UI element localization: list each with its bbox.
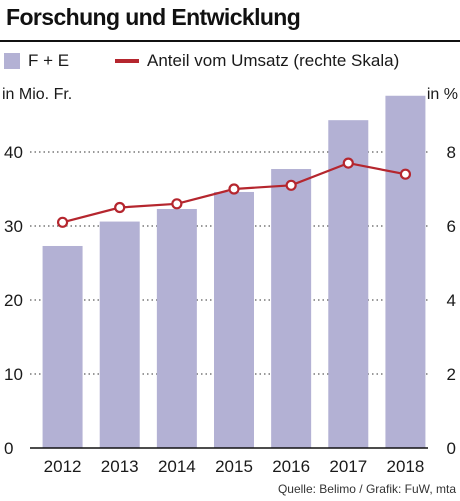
x-tick-label: 2015 — [215, 457, 253, 476]
bar — [214, 191, 254, 448]
y-right-tick-label: 6 — [447, 217, 456, 236]
line-point — [399, 168, 412, 180]
title-rule — [0, 40, 460, 42]
right-axis-unit: in % — [426, 86, 458, 103]
y-left-tick-label: 30 — [4, 217, 23, 236]
y-right-tick-label: 2 — [447, 365, 456, 384]
y-right-tick-label: 0 — [447, 439, 456, 458]
line-point — [171, 198, 183, 210]
x-tick-label: 2013 — [101, 457, 139, 476]
y-left-tick-label: 0 — [4, 439, 13, 458]
source-note: Quelle: Belimo / Grafik: FuW, mta — [277, 482, 456, 496]
y-left-tick-label: 10 — [4, 365, 23, 384]
bar — [385, 95, 426, 448]
line-point — [56, 216, 69, 228]
left-axis-unit: in Mio. Fr. — [2, 86, 73, 103]
bar — [156, 208, 197, 448]
legend-swatch-bar — [4, 53, 20, 69]
legend-label-bar: F + E — [28, 51, 70, 70]
line-point — [342, 157, 354, 169]
bar — [328, 120, 369, 449]
legend-label-line: Anteil vom Umsatz (rechte Skala) — [147, 51, 400, 70]
x-tick-label: 2016 — [272, 457, 310, 476]
y-left-tick-label: 40 — [4, 143, 23, 162]
line-point — [228, 183, 240, 195]
legend-item-line: Anteil vom Umsatz (rechte Skala) — [115, 47, 399, 75]
chart-title: Forschung und Entwicklung — [6, 4, 301, 30]
y-left-tick-label: 20 — [4, 291, 23, 310]
x-tick-label: 2012 — [44, 457, 82, 476]
legend-item-bar: F + E — [4, 47, 69, 75]
x-tick-label: 2014 — [158, 457, 196, 476]
bar — [271, 169, 312, 448]
line-point — [285, 179, 297, 191]
x-tick-label: 2018 — [387, 457, 425, 476]
legend-swatch-line — [115, 59, 139, 63]
y-right-tick-label: 8 — [447, 143, 456, 162]
y-right-tick-label: 4 — [447, 291, 456, 310]
x-tick-label: 2017 — [329, 457, 367, 476]
bar — [99, 221, 140, 448]
line-point — [114, 201, 126, 214]
legend: F + E Anteil vom Umsatz (rechte Skala) — [0, 47, 460, 75]
bar — [42, 245, 83, 448]
